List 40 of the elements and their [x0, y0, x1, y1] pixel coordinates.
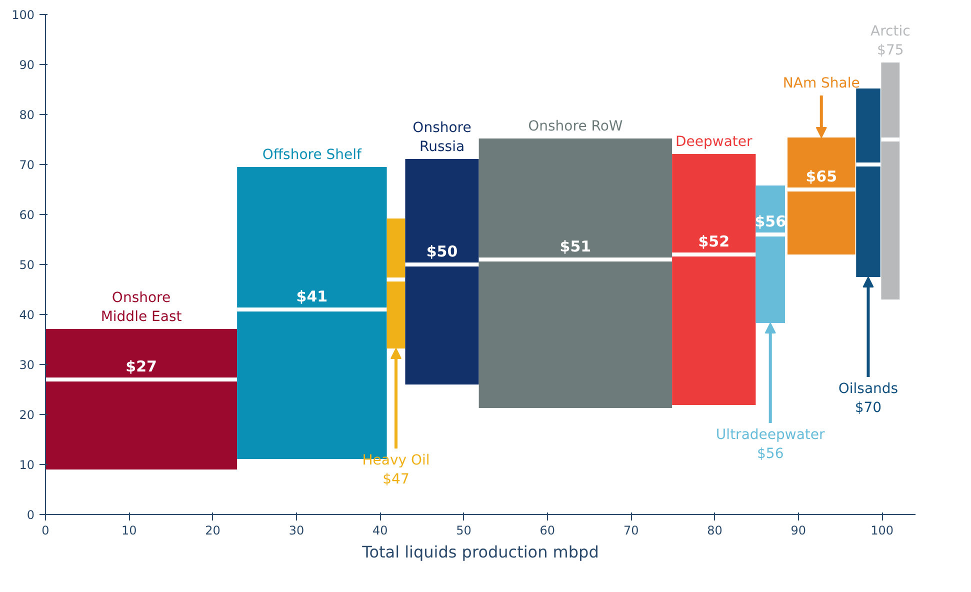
data-label: $51: [560, 238, 592, 256]
data-label: $50: [426, 242, 458, 260]
x-tick-label: 40: [372, 524, 388, 538]
x-tick-label: 90: [790, 524, 806, 538]
x-tick-label: 60: [540, 524, 556, 538]
y-tick-label: 100: [12, 8, 34, 22]
x-tick-label: 100: [870, 524, 894, 538]
annotation: Onshore Middle East: [100, 290, 182, 325]
y-tick-label: 70: [19, 158, 35, 172]
annotation: Onshore RoW: [528, 118, 623, 134]
annotation: Heavy Oil $47: [362, 452, 430, 488]
y-tick-label: 0: [26, 508, 35, 522]
annotation: Ultradeepwater $56: [716, 427, 826, 462]
annotation: Oilsands $70: [838, 381, 898, 416]
annotation: Deepwater: [676, 134, 753, 150]
x-tick-label: 80: [707, 524, 722, 538]
y-tick-label: 30: [19, 358, 35, 372]
x-tick-label: 20: [205, 524, 220, 538]
data-label: $65: [806, 168, 838, 186]
y-tick-label: 20: [19, 408, 35, 422]
y-tick-label: 50: [19, 258, 35, 272]
x-tick-label: 30: [288, 524, 304, 538]
annotation: Offshore Shelf: [262, 147, 363, 163]
y-tick-label: 90: [19, 58, 35, 72]
data-label: $56: [754, 212, 786, 230]
y-tick-label: 60: [19, 208, 35, 222]
data-label: $41: [296, 288, 328, 306]
annotation: NAm Shale: [782, 76, 860, 92]
y-tick-label: 10: [19, 458, 35, 472]
x-tick-label: 0: [42, 524, 50, 538]
y-tick-label: 80: [19, 108, 35, 122]
x-tick-label: 10: [122, 524, 137, 538]
data-label: $27: [126, 358, 157, 376]
annotation: Arctic $75: [870, 23, 910, 58]
x-tick-label: 70: [623, 524, 639, 538]
data-label: $52: [698, 232, 730, 250]
y-tick-label: 40: [19, 308, 35, 322]
x-tick-label: 50: [456, 524, 472, 538]
annotation: Onshore Russia: [412, 120, 472, 155]
x-axis-title: Total liquids production mbpd: [361, 542, 599, 562]
